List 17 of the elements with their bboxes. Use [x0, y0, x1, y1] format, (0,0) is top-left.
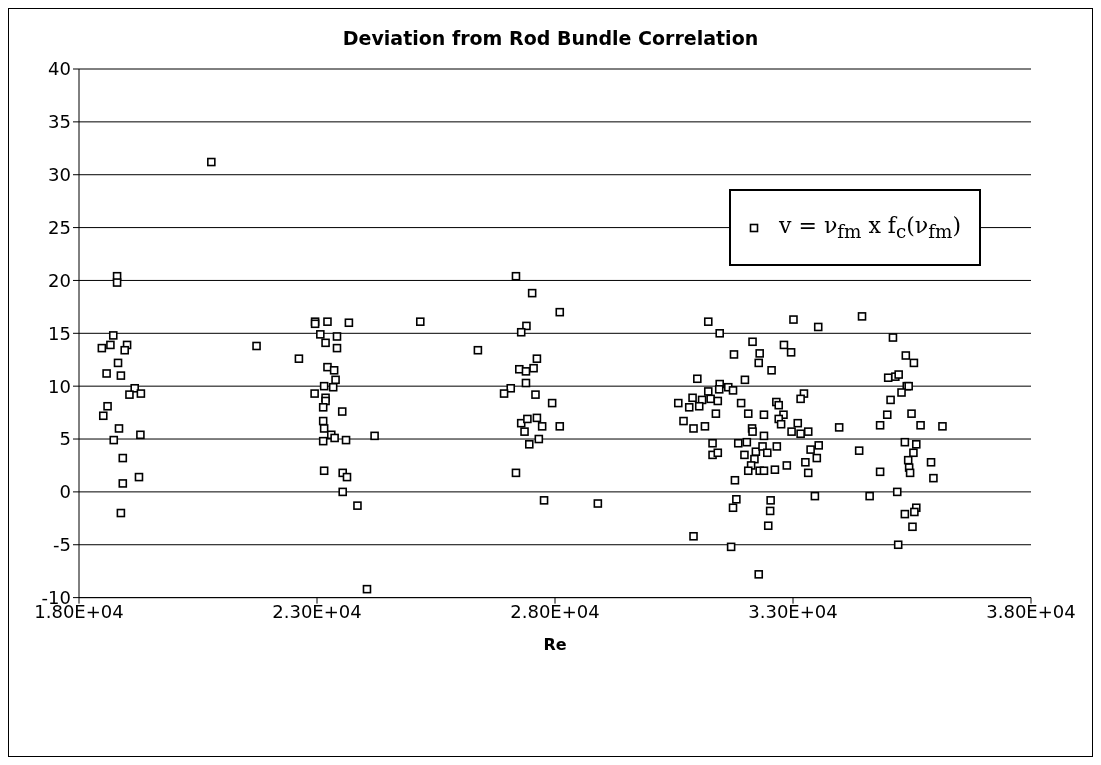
y-tick-label: 10 [48, 375, 71, 397]
y-tick-label: 20 [48, 269, 71, 291]
y-tick-label: 35 [48, 111, 71, 133]
y-tick-label: 15 [48, 322, 71, 344]
x-tick-label: 2.30E+04 [272, 601, 362, 623]
y-tick-label: 40 [48, 58, 71, 80]
chart-title: Deviation from Rod Bundle Correlation [341, 27, 760, 49]
x-axis-title: Re [543, 634, 567, 654]
y-tick-label: -5 [53, 534, 71, 556]
x-tick-label: 3.30E+04 [748, 601, 838, 623]
legend-label: v = ν$_{fm}$ x f$_{c}$(ν$_{fm}$) [779, 213, 961, 243]
y-tick-label: 25 [48, 216, 71, 238]
y-tick-label: 5 [59, 428, 71, 450]
x-tick-label: 3.80E+04 [986, 601, 1076, 623]
y-tick-label: 0 [59, 481, 71, 503]
x-tick-label: 2.80E+04 [510, 601, 600, 623]
y-tick-label: 30 [48, 164, 71, 186]
